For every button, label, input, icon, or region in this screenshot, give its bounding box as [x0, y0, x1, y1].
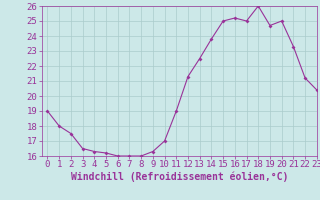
- X-axis label: Windchill (Refroidissement éolien,°C): Windchill (Refroidissement éolien,°C): [70, 172, 288, 182]
